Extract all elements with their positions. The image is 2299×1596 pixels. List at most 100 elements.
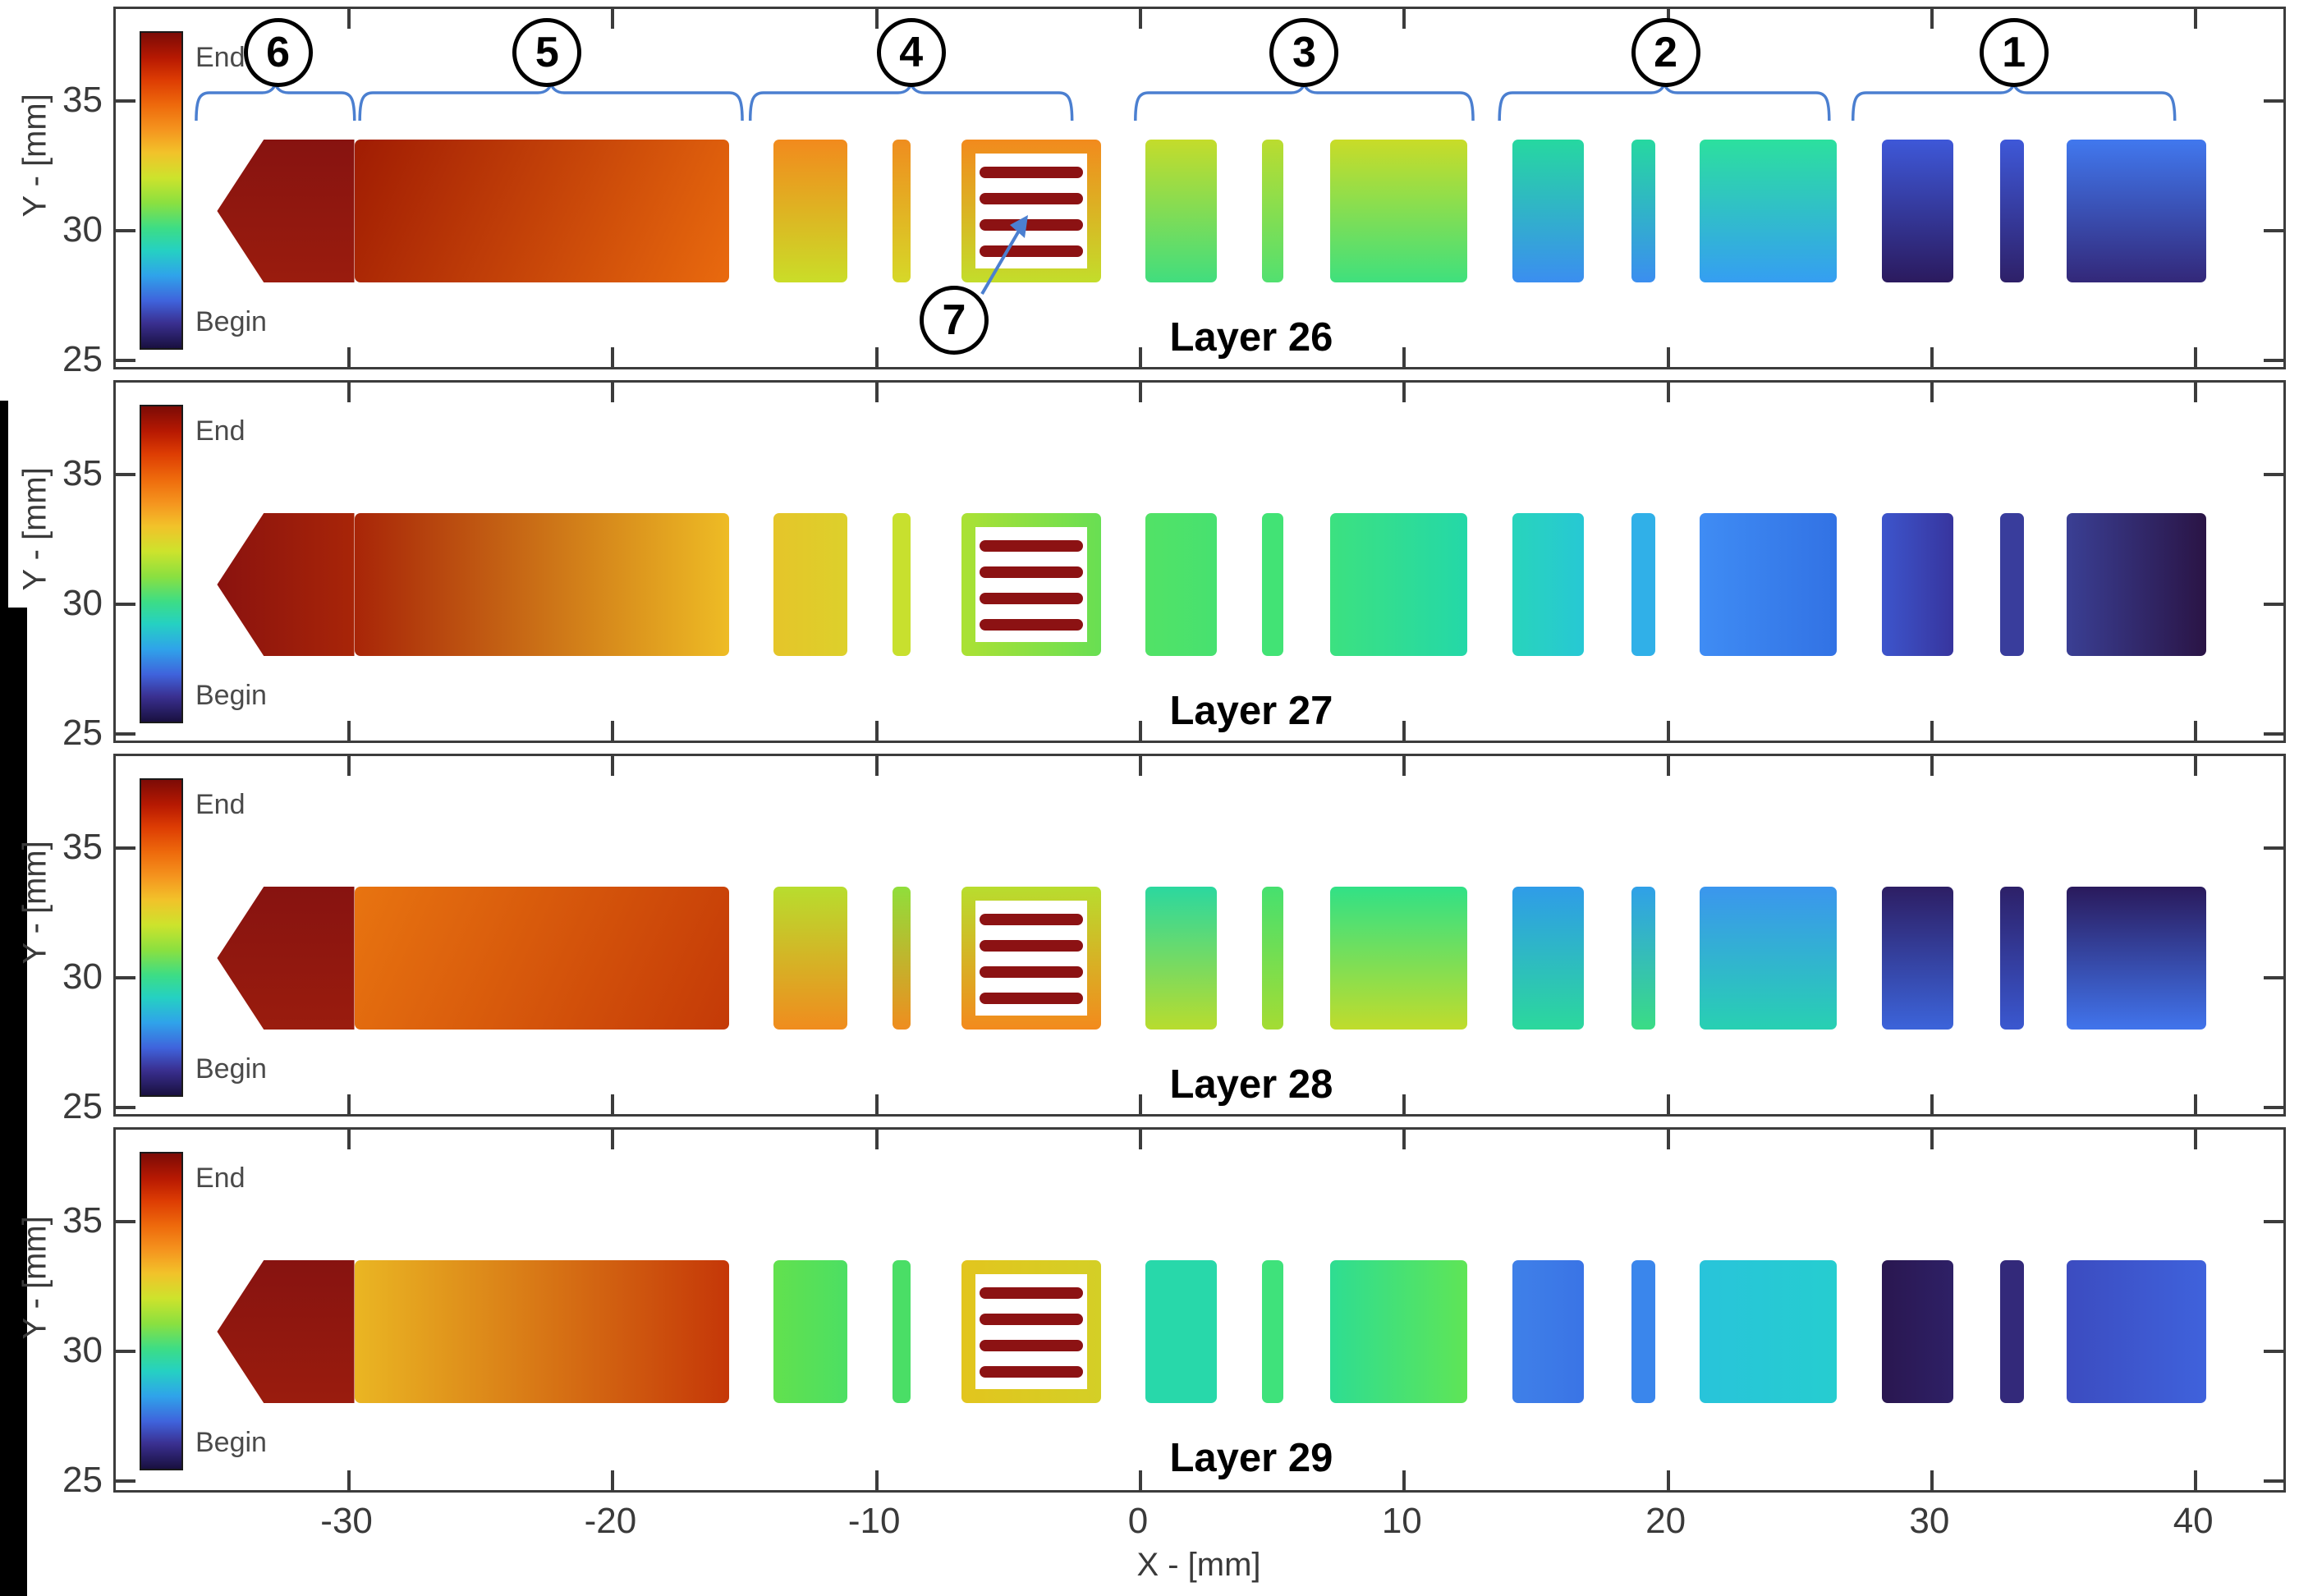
deposit-bar2c xyxy=(1700,513,1838,656)
y-tick-left xyxy=(116,359,135,362)
infill-stripe xyxy=(979,1340,1083,1351)
deposit-arrow xyxy=(217,140,355,282)
x-tick-bottom xyxy=(874,347,879,367)
infill-stripe xyxy=(979,619,1083,631)
infill-frame xyxy=(961,140,1101,282)
x-tick-top xyxy=(874,1130,879,1149)
x-tick-top xyxy=(1666,1130,1670,1149)
y-tick-right xyxy=(2264,1220,2283,1223)
deposit-bar1b xyxy=(2000,887,2025,1030)
y-tick-label: 30 xyxy=(62,1330,103,1370)
x-tick-bottom xyxy=(1139,721,1142,741)
colorbar-end-label: End xyxy=(195,1163,246,1194)
circled-number-1: 1 xyxy=(1979,18,2049,87)
x-tick-top xyxy=(874,383,879,402)
x-tick-bottom xyxy=(347,347,351,367)
infill-stripe xyxy=(979,193,1083,204)
x-tick-top xyxy=(1402,9,1406,29)
deposit-bar3a xyxy=(1145,513,1218,656)
x-tick-top xyxy=(1139,1130,1142,1149)
deposit-bar2b xyxy=(1631,1260,1655,1403)
y-tick-label: 25 xyxy=(62,1086,103,1126)
infill-stripe xyxy=(979,1366,1083,1378)
deposit-bar1a xyxy=(1881,140,1953,282)
deposit-bar2b xyxy=(1631,140,1655,282)
colorbar-end-label: End xyxy=(195,42,246,73)
y-tick-right xyxy=(2264,846,2283,850)
infill-stripe xyxy=(979,566,1083,578)
x-tick-top xyxy=(1930,383,1934,402)
x-tick-top xyxy=(1402,1130,1406,1149)
deposit-bar4b xyxy=(892,1260,911,1403)
y-axis-title: Y - [mm] xyxy=(16,841,53,965)
x-tick-bottom xyxy=(347,1094,351,1114)
deposit-bar1b xyxy=(2000,513,2025,656)
x-tick-bottom xyxy=(611,1094,615,1114)
layer-title: Layer 29 xyxy=(1169,1436,1333,1480)
infill-stripe xyxy=(979,245,1083,257)
circled-number-2: 2 xyxy=(1631,18,1700,87)
left-edge-artifact-wide xyxy=(0,608,27,1596)
x-tick-top xyxy=(611,383,615,402)
y-tick-label: 35 xyxy=(62,827,103,867)
y-tick-left xyxy=(116,732,135,736)
deposit-arrow xyxy=(217,513,355,656)
y-tick-label: 30 xyxy=(62,583,103,623)
deposit-body xyxy=(354,513,729,656)
deposit-bar2c xyxy=(1700,887,1838,1030)
infill-stripe xyxy=(979,540,1083,552)
deposit-bar2a xyxy=(1512,140,1584,282)
x-tick-top xyxy=(874,756,879,776)
deposit-bar3c xyxy=(1330,513,1468,656)
deposit-bar1a xyxy=(1881,887,1953,1030)
deposit-bar3c xyxy=(1330,1260,1468,1403)
x-tick-top xyxy=(347,756,351,776)
layer-title: Layer 28 xyxy=(1169,1062,1333,1107)
colorbar-end-label: End xyxy=(195,789,246,820)
x-tick-top xyxy=(1139,756,1142,776)
infill-frame xyxy=(961,887,1101,1030)
deposit-bar4a xyxy=(773,140,848,282)
colorbar xyxy=(140,31,183,350)
y-tick-label: 35 xyxy=(62,453,103,493)
colorbar-begin-label: Begin xyxy=(195,680,267,711)
x-tick-label: -10 xyxy=(847,1501,901,1541)
y-tick-label: 25 xyxy=(62,1460,103,1500)
y-tick-right xyxy=(2264,359,2283,362)
colorbar-begin-label: Begin xyxy=(195,1427,267,1458)
deposit-bar1c xyxy=(2066,887,2207,1030)
y-tick-right xyxy=(2264,603,2283,606)
y-tick-left xyxy=(116,1479,135,1483)
deposit-bar2c xyxy=(1700,140,1838,282)
deposit-bar1c xyxy=(2066,1260,2207,1403)
x-tick-top xyxy=(611,756,615,776)
deposit-bar1c xyxy=(2066,513,2207,656)
deposit-body xyxy=(354,1260,729,1403)
x-tick-top xyxy=(2194,383,2198,402)
colorbar-end-label: End xyxy=(195,415,246,447)
x-tick-bottom xyxy=(1930,1470,1934,1490)
deposit-bar3b xyxy=(1261,1260,1283,1403)
panel-layer-28: 35 30 25 Y - [mm] End Begin Layer 28 xyxy=(17,754,2286,1126)
circled-number-6: 6 xyxy=(243,18,313,87)
x-tick-label: 20 xyxy=(1645,1501,1686,1541)
infill-stripe xyxy=(979,219,1083,231)
x-tick-top xyxy=(347,383,351,402)
x-tick-bottom xyxy=(1930,1094,1934,1114)
x-tick-top xyxy=(1139,383,1142,402)
x-tick-top xyxy=(1930,756,1934,776)
y-axis-title: Y - [mm] xyxy=(16,94,53,218)
y-tick-left xyxy=(116,603,135,606)
colorbar-begin-label: Begin xyxy=(195,306,267,337)
x-tick-label: 0 xyxy=(1127,1501,1149,1541)
x-tick-bottom xyxy=(1666,1470,1670,1490)
x-tick-label: 30 xyxy=(1909,1501,1950,1541)
y-tick-left xyxy=(116,1220,135,1223)
x-tick-top xyxy=(1930,9,1934,29)
infill-stripe xyxy=(979,1287,1083,1299)
infill-frame xyxy=(961,1260,1101,1403)
x-tick-label: -20 xyxy=(584,1501,637,1541)
infill-stripe xyxy=(979,593,1083,604)
x-tick-bottom xyxy=(1402,721,1406,741)
y-tick-left xyxy=(116,1106,135,1109)
